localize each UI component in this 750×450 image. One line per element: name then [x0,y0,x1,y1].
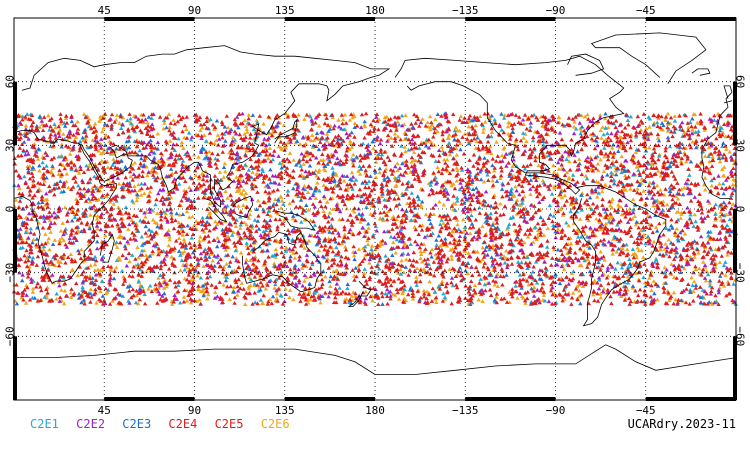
frame-bar-left [13,81,17,146]
coastline-new-zealand [347,280,372,307]
coastline-iceland [691,68,711,76]
lat-tick-label-left: 60 [4,75,17,88]
map-caption: UCARdry.2023-11 [627,417,736,431]
lat-tick-label-left: 30 [4,139,17,152]
legend-c2e2: C2E2 [76,417,106,431]
lat-tick-label-left: −30 [4,263,17,283]
coastline-south-america [573,185,667,327]
coastline-europe-asia [715,92,733,133]
lon-tick-label-bottom: −45 [636,404,656,417]
legend-c2e6: C2E6 [260,417,290,431]
lon-tick-label-top: 135 [275,4,295,17]
lon-tick-label-bottom: −90 [546,404,566,417]
coastline-africa [13,142,117,284]
tick-labels: 45 45 90 90 135 135 180 180 −135 −135 −90 −90 −45 −45… [4,4,747,417]
frame-bar-left [13,209,17,273]
coastline-antarctica-coast [14,344,737,375]
frame-bar-bottom [284,397,375,401]
coastline-africa [701,132,730,199]
lat-tick-label-right: 60 [734,75,747,88]
lon-tick-label-top: 180 [365,4,385,17]
lon-tick-label-bottom: 135 [275,404,295,417]
lon-tick-label-top: −45 [636,4,656,17]
lat-tick-label-left: −60 [4,326,17,346]
observation-markers-c2e5 [12,111,738,306]
frame-bar-left [13,336,17,400]
legend: C2E1 C2E2 C2E3 C2E4 C2E5 C2E6 [30,417,300,431]
frame-bar-top [465,17,556,21]
coastline-baffin [567,53,605,76]
frame-bar-right [733,209,737,273]
lat-tick-label-right: 30 [734,139,747,152]
frame-bar-right [733,336,737,400]
coastline-new-guinea [276,210,316,231]
coastline-greenland [590,32,707,85]
frame-bar-right [733,81,737,146]
coastline-madagascar [99,233,115,263]
lon-tick-label-bottom: 90 [188,404,201,417]
observation-markers-c2e3 [14,111,738,306]
frame-bar-top [284,17,375,21]
frame-bar-bottom [104,397,195,401]
lon-tick-label-bottom: 180 [365,404,385,417]
gridlines [14,18,736,400]
lon-tick-label-top: −135 [452,4,479,17]
lon-tick-label-top: −90 [546,4,566,17]
lat-tick-label-right: −30 [734,263,747,283]
legend-c2e3: C2E3 [122,417,152,431]
map-frame [13,17,737,401]
frame-bar-top [645,17,736,21]
coastlines [13,32,737,375]
coastline-europe-asia [13,45,391,208]
lon-tick-label-top: 90 [188,4,201,17]
lon-tick-label-bottom: 45 [98,404,111,417]
coastline-uk [723,100,733,104]
legend-c2e5: C2E5 [214,417,244,431]
frame-bar-bottom [465,397,556,401]
lat-tick-label-left: 0 [4,206,17,213]
coastline-borneo [232,195,254,218]
coastline-sumatra [204,198,228,223]
frame-bar-bottom [645,397,736,401]
coastline-australia [242,231,322,293]
lon-tick-label-top: 45 [98,4,111,17]
coastline-uk [723,85,733,99]
frame-bar-top [104,17,195,21]
coastline-japan [274,118,298,144]
lat-tick-label-right: −60 [734,326,747,346]
legend-c2e4: C2E4 [168,417,198,431]
lat-tick-label-right: 0 [734,206,747,213]
lon-tick-label-bottom: −135 [452,404,479,417]
observation-points [11,111,739,306]
legend-c2e1: C2E1 [30,417,59,431]
